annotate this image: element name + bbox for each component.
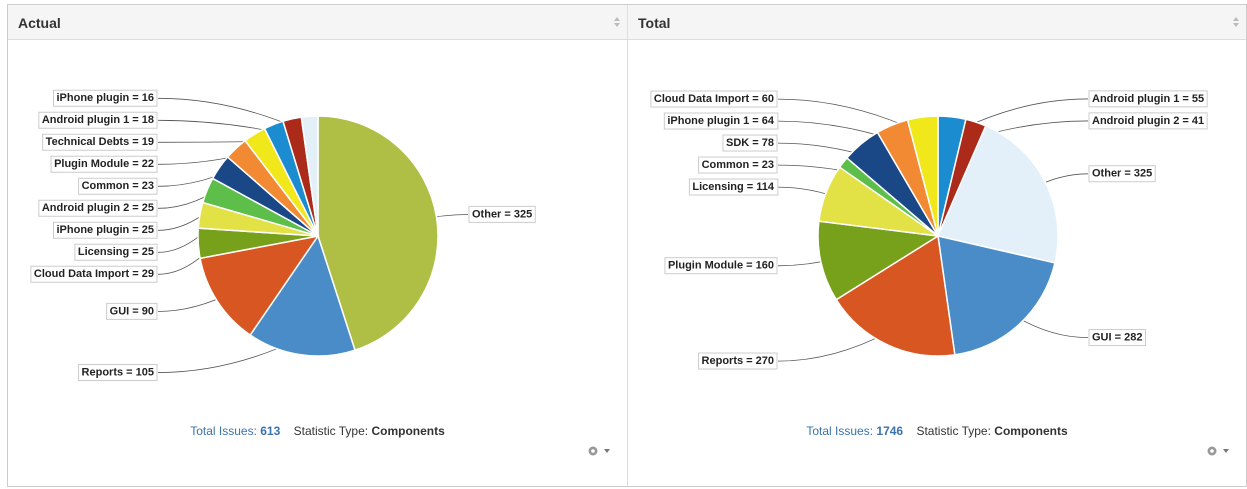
data-label: iPhone plugin = 16 bbox=[57, 92, 155, 104]
panel-title: Actual bbox=[18, 15, 61, 31]
pie-slice bbox=[317, 115, 439, 352]
settings-menu[interactable] bbox=[587, 445, 613, 457]
panel: Total Cloud Data Import = 60 iPhone plugi… bbox=[628, 5, 1246, 486]
pie-slice bbox=[936, 124, 1059, 264]
data-label: iPhone plugin 1 = 64 bbox=[667, 115, 775, 127]
data-label: Reports = 270 bbox=[702, 355, 774, 367]
data-label: Android plugin 1 = 55 bbox=[1092, 93, 1204, 105]
data-label: Android plugin 1 = 18 bbox=[42, 114, 154, 126]
total-label: Total Issues: bbox=[190, 424, 257, 438]
label-box bbox=[106, 302, 158, 320]
footer: Total Issues: 613 Statistic Type: Compon… bbox=[8, 424, 627, 438]
footer: Total Issues: 1746 Statistic Type: Compo… bbox=[628, 424, 1246, 438]
total-value[interactable]: 1746 bbox=[876, 424, 904, 438]
label-box bbox=[663, 112, 779, 130]
label-box bbox=[1088, 329, 1146, 347]
data-label: Common = 23 bbox=[82, 180, 154, 192]
data-label: Licensing = 114 bbox=[692, 181, 775, 193]
panel-header: Total bbox=[628, 5, 1246, 40]
label-box bbox=[78, 177, 158, 195]
pie-slice bbox=[199, 234, 320, 337]
data-label: iPhone plugin = 25 bbox=[57, 224, 155, 236]
pie-slice bbox=[817, 220, 941, 301]
dashboard: Actual iPhone plugin = 16 Android plugin … bbox=[7, 4, 1247, 487]
label-box bbox=[722, 134, 778, 152]
stat-label: Statistic Type: bbox=[293, 424, 369, 438]
pie-slice bbox=[835, 234, 956, 357]
pie-slice bbox=[249, 234, 356, 357]
data-label: GUI = 282 bbox=[1092, 332, 1142, 344]
total-label: Total Issues: bbox=[806, 424, 874, 438]
data-label: Reports = 105 bbox=[82, 366, 154, 378]
label-box bbox=[698, 156, 778, 174]
label-box bbox=[1088, 112, 1208, 130]
panel: Actual iPhone plugin = 16 Android plugin … bbox=[8, 5, 628, 486]
panel-header: Actual bbox=[8, 5, 627, 40]
total-value[interactable]: 613 bbox=[260, 424, 281, 438]
label-box bbox=[698, 352, 778, 370]
data-label: Licensing = 25 bbox=[78, 246, 154, 258]
label-box bbox=[650, 90, 778, 108]
label-box bbox=[42, 133, 158, 151]
panel-title: Total bbox=[638, 15, 671, 31]
pie-chart: iPhone plugin = 16 Android plugin 1 = 18 T… bbox=[30, 89, 536, 381]
label-box bbox=[468, 205, 536, 223]
label-box bbox=[53, 221, 158, 239]
data-label: Cloud Data Import = 29 bbox=[34, 268, 154, 280]
data-label: Other = 325 bbox=[1092, 168, 1152, 180]
pie-slice bbox=[906, 115, 939, 237]
stat-label: Statistic Type: bbox=[916, 424, 991, 438]
data-label: Plugin Module = 160 bbox=[668, 260, 774, 272]
sort-icon[interactable] bbox=[613, 16, 621, 28]
settings-menu[interactable] bbox=[1206, 445, 1232, 457]
label-box bbox=[38, 111, 158, 129]
pie-chart: Cloud Data Import = 60 iPhone plugin 1 = … bbox=[650, 90, 1208, 370]
sort-icon[interactable] bbox=[1232, 16, 1240, 28]
data-label: Cloud Data Import = 60 bbox=[654, 93, 774, 105]
data-label: SDK = 78 bbox=[726, 137, 774, 149]
label-box bbox=[664, 257, 778, 275]
data-label: Android plugin 2 = 41 bbox=[1092, 115, 1204, 127]
stat-value: Components bbox=[994, 424, 1068, 438]
data-label: Technical Debts = 19 bbox=[46, 136, 154, 148]
label-box bbox=[688, 178, 779, 196]
data-label: Common = 23 bbox=[702, 159, 774, 171]
pie-slice bbox=[937, 235, 1056, 356]
label-box bbox=[1088, 165, 1156, 183]
data-label: Other = 325 bbox=[472, 208, 532, 220]
label-box bbox=[38, 199, 158, 217]
stat-value: Components bbox=[371, 424, 445, 438]
data-label: Plugin Module = 22 bbox=[54, 158, 154, 170]
data-label: GUI = 90 bbox=[110, 305, 154, 317]
data-label: Android plugin 2 = 25 bbox=[42, 202, 154, 214]
label-box bbox=[53, 89, 158, 107]
label-box bbox=[1088, 90, 1208, 108]
pie-slice bbox=[300, 115, 319, 237]
label-box bbox=[50, 155, 158, 173]
label-box bbox=[30, 265, 158, 283]
label-box bbox=[78, 363, 158, 381]
label-box bbox=[74, 243, 158, 261]
